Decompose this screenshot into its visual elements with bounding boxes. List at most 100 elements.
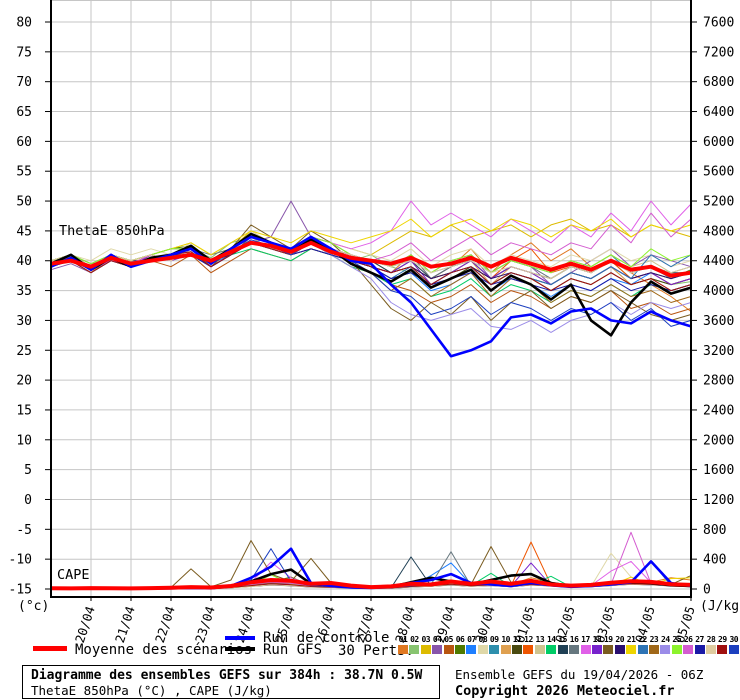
right-tick-label: 4800	[703, 224, 734, 239]
date-label: 22/04	[152, 604, 178, 644]
pert-legend-item-07: 07	[466, 635, 477, 654]
left-tick-label: 65	[16, 105, 32, 120]
right-tick-label: 3200	[703, 344, 734, 359]
pert-color-swatch	[443, 645, 454, 654]
left-tick-label: 15	[16, 403, 32, 418]
left-tick-label: -5	[16, 523, 32, 538]
pert-number: 18	[592, 635, 602, 644]
mean-legend-swatch	[33, 646, 67, 651]
pert-number: 09	[489, 635, 499, 644]
pert-number: 19	[603, 635, 613, 644]
left-tick-label: 75	[16, 45, 32, 60]
pert-legend-item-01: 01	[398, 635, 408, 654]
ensemble-plot: 80757065605550454035302520151050-5-10-15…	[9, 0, 734, 645]
pert-number: 12	[524, 635, 533, 644]
left-tick-label: 50	[16, 195, 32, 210]
pert-color-swatch	[466, 645, 477, 654]
right-tick-label: 1600	[703, 463, 734, 478]
cape-series-label: CAPE	[57, 567, 90, 583]
pert-color-swatch	[500, 645, 511, 654]
pert-legend-item-14: 14	[546, 635, 557, 654]
left-tick-label: 80	[16, 16, 32, 31]
pert-legend-item-13: 13	[534, 635, 545, 654]
right-tick-label: 3600	[703, 314, 734, 329]
pert-number: 27	[695, 635, 704, 644]
footer-title-box: Diagramme des ensembles GEFS sur 384h : …	[22, 665, 440, 699]
pert-color-swatch	[637, 645, 648, 654]
pert-legend-item-10: 10	[500, 635, 511, 654]
right-tick-label: 4000	[703, 284, 734, 299]
pert-legend-item-30: 30	[728, 635, 739, 654]
pert-number: 16	[569, 635, 579, 644]
pert-color-swatch	[534, 645, 545, 654]
thetae-mean	[50, 240, 692, 278]
pert-color-swatch	[717, 645, 728, 654]
pert-number: 15	[558, 635, 567, 644]
pert-legend-item-04: 04	[432, 635, 443, 654]
left-tick-label: 40	[16, 254, 32, 269]
left-tick-label: 25	[16, 344, 32, 359]
pert-color-swatch	[455, 645, 466, 654]
pert-color-swatch	[694, 645, 705, 654]
pert-color-swatch	[648, 645, 659, 654]
right-tick-label: 6400	[703, 105, 734, 120]
pert-number: 14	[546, 635, 556, 644]
pert-color-swatch	[580, 645, 591, 654]
pert-legend-item-25: 25	[671, 635, 682, 654]
right-tick-label: 2400	[703, 403, 734, 418]
pert-legend-item-22: 22	[637, 635, 648, 654]
pert-color-swatch	[683, 645, 694, 654]
thetae-series-label: ThetaE 850hPa	[59, 223, 165, 239]
left-tick-label: 30	[16, 314, 32, 329]
right-tick-label: 0	[703, 583, 711, 598]
pert-color-swatch	[432, 645, 443, 654]
pert-legend-item-18: 18	[591, 635, 602, 654]
right-tick-label: 400	[703, 553, 726, 568]
pert-number: 22	[638, 635, 647, 644]
pert-number: 11	[512, 635, 522, 644]
pert-legend-item-05: 05	[443, 635, 454, 654]
mean-legend-label: Moyenne des scénarios	[75, 642, 253, 658]
pert-color-swatch	[660, 645, 671, 654]
right-tick-label: 4400	[703, 254, 734, 269]
left-tick-label: 60	[16, 135, 32, 150]
left-tick-label: 5	[24, 463, 32, 478]
pert-legend-item-28: 28	[705, 635, 716, 654]
pert-number: 20	[615, 635, 625, 644]
run-info: Ensemble GEFS du 19/04/2026 - 06Z	[455, 667, 704, 682]
pert-number: 13	[535, 635, 545, 644]
right-tick-label: 2800	[703, 374, 734, 389]
right-tick-label: 6800	[703, 75, 734, 90]
pert-number: 03	[421, 635, 431, 644]
pert-legend-item-02: 02	[409, 635, 420, 654]
control-legend-swatch	[225, 636, 255, 640]
pert-legend-item-08: 08	[477, 635, 488, 654]
pert-color-swatch	[546, 645, 557, 654]
left-tick-label: 35	[16, 284, 32, 299]
pert-legend-item-09: 09	[489, 635, 500, 654]
pert-number: 10	[501, 635, 510, 644]
right-tick-label: 7200	[703, 45, 734, 60]
pert-number: 25	[672, 635, 682, 644]
right-tick-label: 6000	[703, 135, 734, 150]
pert-color-swatch	[398, 645, 408, 654]
pert-legend-item-19: 19	[603, 635, 614, 654]
pert-number: 26	[683, 635, 693, 644]
pert-number: 24	[661, 635, 670, 644]
pert-legend-item-21: 21	[626, 635, 637, 654]
pert-number: 06	[455, 635, 465, 644]
left-tick-label: 10	[16, 433, 32, 448]
pert-number: 08	[478, 635, 488, 644]
pert-color-swatch	[409, 645, 420, 654]
pert-number: 01	[398, 635, 408, 644]
pert-number: 04	[432, 635, 442, 644]
pert-legend-item-15: 15	[557, 635, 568, 654]
gfs-legend-label: Run GFS	[263, 642, 323, 658]
pert-legend-item-17: 17	[580, 635, 591, 654]
control-legend-label: Run de contrôle	[263, 630, 390, 646]
diagram-title: Diagramme des ensembles GEFS sur 384h : …	[31, 668, 423, 683]
pert-color-swatch	[603, 645, 614, 654]
pert-legend-item-24: 24	[660, 635, 671, 654]
cape-mean	[50, 578, 692, 591]
